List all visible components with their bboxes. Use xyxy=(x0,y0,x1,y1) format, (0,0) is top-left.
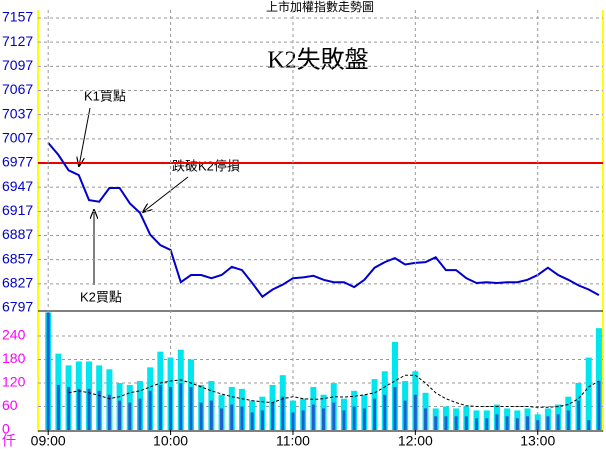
volume-bar xyxy=(311,404,315,430)
y-tick-label: 120 xyxy=(2,374,26,390)
y-tick-label: 7067 xyxy=(2,81,33,97)
volume-bar xyxy=(373,398,377,430)
annotation: 跌破K2停損 xyxy=(172,158,240,173)
volume-bar xyxy=(148,390,152,430)
volume-bar xyxy=(515,418,519,430)
volume-bar xyxy=(169,386,173,430)
volume-bar xyxy=(107,394,111,430)
y-tick-label: 7007 xyxy=(2,130,33,146)
y-tick-label: 6797 xyxy=(2,299,33,315)
y-tick-label: 6887 xyxy=(2,226,33,242)
arrow xyxy=(79,107,91,166)
x-tick-label: 11:00 xyxy=(276,433,310,449)
x-tick-label: 13:00 xyxy=(520,433,555,449)
y-tick-label: 6857 xyxy=(2,250,33,266)
volume-bar xyxy=(87,388,91,430)
volume-bar xyxy=(597,381,601,430)
volume-bar xyxy=(454,416,458,430)
volume-bar xyxy=(505,416,509,430)
volume-bar xyxy=(393,386,397,430)
annotation: K2失敗盤 xyxy=(267,47,368,74)
volume-bar xyxy=(260,410,264,430)
volume-bar xyxy=(46,312,50,430)
volume-bar xyxy=(495,414,499,430)
y-tick-label: 7157 xyxy=(2,9,33,25)
x-tick-label: 12:00 xyxy=(398,433,433,449)
volume-bar xyxy=(475,418,479,430)
volume-bar xyxy=(128,402,132,430)
annotation: K2買點 xyxy=(80,289,122,304)
volume-bar xyxy=(424,408,428,430)
volume-bar xyxy=(556,414,560,430)
volume-bar xyxy=(281,396,285,430)
volume-bar xyxy=(577,400,581,430)
volume-bar xyxy=(413,394,417,430)
volume-bar xyxy=(485,418,489,430)
volume-bar xyxy=(566,410,570,430)
price-line xyxy=(47,142,600,299)
volume-bar xyxy=(250,412,254,430)
volume-bar xyxy=(97,390,101,430)
annotation: K1買點 xyxy=(84,88,126,103)
volume-bar xyxy=(138,398,142,430)
volume-bar xyxy=(271,402,275,430)
y-tick-label: 60 xyxy=(2,397,18,413)
volume-bar xyxy=(230,404,234,430)
y-tick-label: 7127 xyxy=(2,33,33,49)
volume-bar xyxy=(587,420,591,430)
volume-bar xyxy=(118,400,122,430)
volume-bar xyxy=(189,386,193,430)
moving-average-line xyxy=(68,374,600,408)
chart-title: 上市加權指數走勢圖 xyxy=(266,0,374,14)
volume-bar xyxy=(362,408,366,430)
volume-bar xyxy=(209,400,213,430)
volume-bar xyxy=(56,384,60,430)
volume-bar xyxy=(352,406,356,430)
y-tick-label: 240 xyxy=(2,327,26,343)
x-tick-label: 09:00 xyxy=(31,433,66,449)
volume-bar xyxy=(383,394,387,430)
volume-bar xyxy=(526,416,530,430)
volume-bar xyxy=(322,408,326,430)
volume-bar xyxy=(342,410,346,430)
volume-bar xyxy=(536,420,540,430)
volume-bar xyxy=(77,388,81,430)
volume-bar xyxy=(158,384,162,430)
volume-bar xyxy=(179,383,183,430)
volume-bar xyxy=(464,416,468,430)
volume-bar xyxy=(332,402,336,430)
y-tick-label: 7097 xyxy=(2,57,33,73)
volume-bar xyxy=(301,410,305,430)
y-tick-label: 6827 xyxy=(2,275,33,291)
y-tick-label: 7037 xyxy=(2,105,33,121)
unit-label: 仟 xyxy=(2,433,16,449)
volume-bar xyxy=(240,406,244,430)
y-tick-label: 6917 xyxy=(2,202,33,218)
arrow xyxy=(143,176,189,212)
volume-bar xyxy=(67,386,71,430)
volume-bar xyxy=(291,412,295,430)
x-tick-label: 10:00 xyxy=(153,433,188,449)
volume-bar xyxy=(546,416,550,430)
y-tick-label: 6947 xyxy=(2,178,33,194)
y-tick-label: 6977 xyxy=(2,154,33,170)
volume-bar xyxy=(444,416,448,430)
volume-bar xyxy=(403,400,407,430)
volume-bar xyxy=(595,328,602,430)
y-tick-label: 180 xyxy=(2,350,26,366)
volume-bar xyxy=(391,341,398,430)
volume-bar xyxy=(434,416,438,430)
volume-bar xyxy=(199,402,203,430)
y-tick-label: 0 xyxy=(2,421,10,437)
volume-bar xyxy=(220,408,224,430)
volume-bar xyxy=(585,357,592,430)
